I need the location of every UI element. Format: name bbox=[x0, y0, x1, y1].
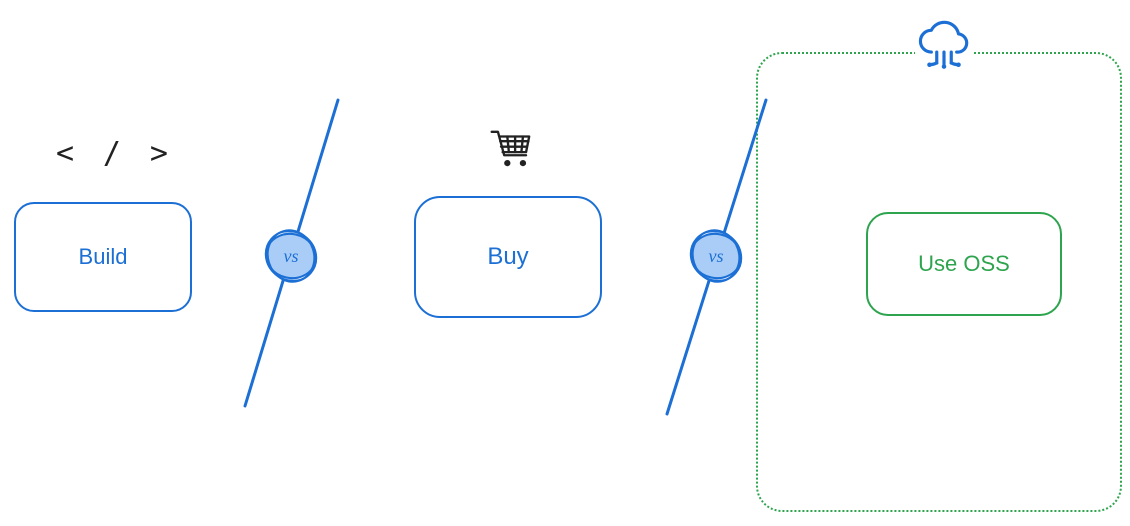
cloud-circuit-icon bbox=[915, 14, 973, 72]
option-label-buy: Buy bbox=[487, 243, 528, 271]
vs-badge-2: vs bbox=[692, 232, 740, 280]
option-box-buy: Buy bbox=[414, 196, 602, 318]
option-label-use-oss: Use OSS bbox=[918, 251, 1010, 277]
vs-label-2: vs bbox=[709, 246, 724, 267]
diagram-canvas: Build Buy Use OSS vs vs < / > bbox=[0, 0, 1130, 526]
code-icon: < / > bbox=[56, 136, 173, 171]
option-label-build: Build bbox=[79, 244, 128, 270]
option-box-use-oss: Use OSS bbox=[866, 212, 1062, 316]
vs-label-1: vs bbox=[284, 246, 299, 267]
option-box-build: Build bbox=[14, 202, 192, 312]
shopping-cart-icon bbox=[487, 124, 537, 174]
code-icon-text: < / > bbox=[56, 136, 173, 171]
vs-badge-1: vs bbox=[267, 232, 315, 280]
